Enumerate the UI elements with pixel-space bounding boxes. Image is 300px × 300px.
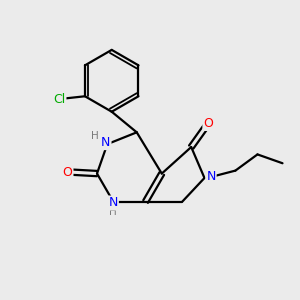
Text: H: H [109,207,117,217]
Text: O: O [63,166,73,178]
Text: H: H [91,131,99,141]
Text: N: N [206,170,216,183]
Text: O: O [203,117,213,130]
Text: N: N [109,196,118,209]
Text: Cl: Cl [53,93,65,106]
Text: N: N [101,136,110,149]
